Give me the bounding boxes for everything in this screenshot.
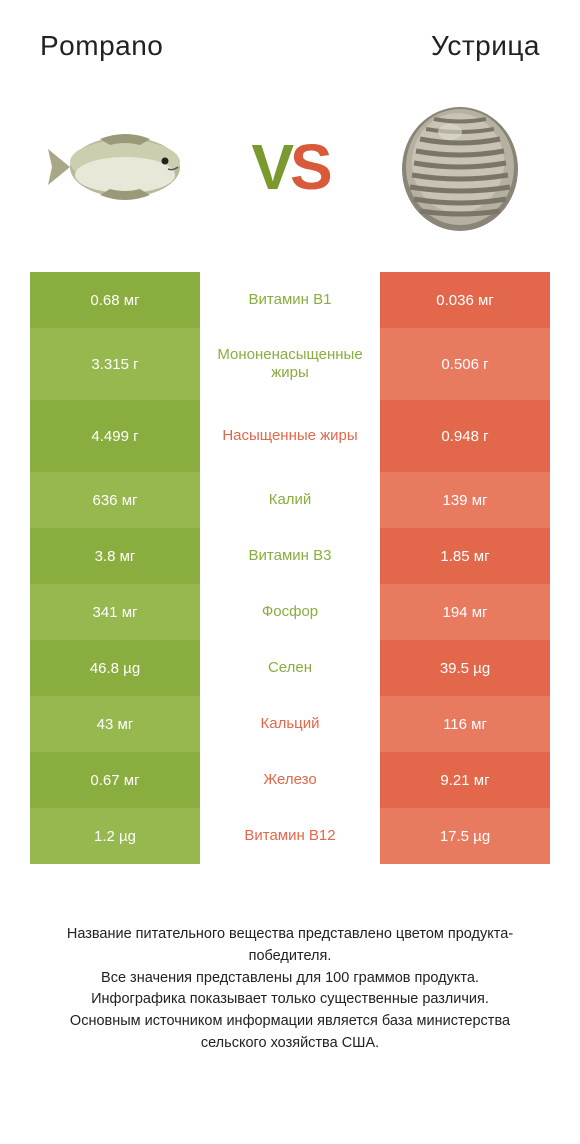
title-row: Pompano Устрица bbox=[30, 30, 550, 72]
left-value: 636 мг bbox=[30, 472, 200, 528]
left-food-title: Pompano bbox=[40, 30, 163, 62]
left-value: 341 мг bbox=[30, 584, 200, 640]
footer-line: Основным источником информации является … bbox=[40, 1011, 540, 1055]
table-row: 3.315 гМононенасыщенные жиры0.506 г bbox=[30, 328, 550, 400]
vs-s-letter: S bbox=[290, 131, 329, 203]
right-value: 194 мг bbox=[380, 584, 550, 640]
left-value: 3.8 мг bbox=[30, 528, 200, 584]
nutrient-label: Железо bbox=[200, 752, 380, 808]
vs-label: VS bbox=[251, 130, 328, 204]
left-value: 43 мг bbox=[30, 696, 200, 752]
nutrient-label: Калий bbox=[200, 472, 380, 528]
fish-image bbox=[40, 102, 200, 232]
left-value: 4.499 г bbox=[30, 400, 200, 472]
footer-line: Все значения представлены для 100 граммо… bbox=[40, 968, 540, 990]
right-value: 0.036 мг bbox=[380, 272, 550, 328]
left-value: 0.67 мг bbox=[30, 752, 200, 808]
left-value: 46.8 µg bbox=[30, 640, 200, 696]
right-value: 1.85 мг bbox=[380, 528, 550, 584]
table-row: 43 мгКальций116 мг bbox=[30, 696, 550, 752]
nutrient-label: Селен bbox=[200, 640, 380, 696]
left-value: 1.2 µg bbox=[30, 808, 200, 864]
table-row: 0.67 мгЖелезо9.21 мг bbox=[30, 752, 550, 808]
right-value: 0.948 г bbox=[380, 400, 550, 472]
table-row: 4.499 гНасыщенные жиры0.948 г bbox=[30, 400, 550, 472]
footer-notes: Название питательного вещества представл… bbox=[30, 924, 550, 1055]
table-row: 341 мгФосфор194 мг bbox=[30, 584, 550, 640]
right-value: 0.506 г bbox=[380, 328, 550, 400]
table-row: 3.8 мгВитамин B31.85 мг bbox=[30, 528, 550, 584]
nutrient-label: Витамин B1 bbox=[200, 272, 380, 328]
nutrient-table: 0.68 мгВитамин B10.036 мг3.315 гМононена… bbox=[30, 272, 550, 864]
footer-line: Инфографика показывает только существенн… bbox=[40, 989, 540, 1011]
table-row: 1.2 µgВитамин B1217.5 µg bbox=[30, 808, 550, 864]
right-value: 139 мг bbox=[380, 472, 550, 528]
right-value: 17.5 µg bbox=[380, 808, 550, 864]
footer-line: Название питательного вещества представл… bbox=[40, 924, 540, 968]
right-food-title: Устрица bbox=[431, 30, 540, 62]
right-value: 9.21 мг bbox=[380, 752, 550, 808]
nutrient-label: Насыщенные жиры bbox=[200, 400, 380, 472]
table-row: 636 мгКалий139 мг bbox=[30, 472, 550, 528]
nutrient-label: Витамин B3 bbox=[200, 528, 380, 584]
vs-v-letter: V bbox=[251, 131, 290, 203]
table-row: 0.68 мгВитамин B10.036 мг bbox=[30, 272, 550, 328]
hero-row: VS bbox=[30, 72, 550, 272]
right-value: 116 мг bbox=[380, 696, 550, 752]
table-row: 46.8 µgСелен39.5 µg bbox=[30, 640, 550, 696]
nutrient-label: Кальций bbox=[200, 696, 380, 752]
right-value: 39.5 µg bbox=[380, 640, 550, 696]
left-value: 0.68 мг bbox=[30, 272, 200, 328]
nutrient-label: Фосфор bbox=[200, 584, 380, 640]
left-value: 3.315 г bbox=[30, 328, 200, 400]
nutrient-label: Витамин B12 bbox=[200, 808, 380, 864]
nutrient-label: Мононенасыщенные жиры bbox=[200, 328, 380, 400]
oyster-image bbox=[380, 102, 540, 232]
